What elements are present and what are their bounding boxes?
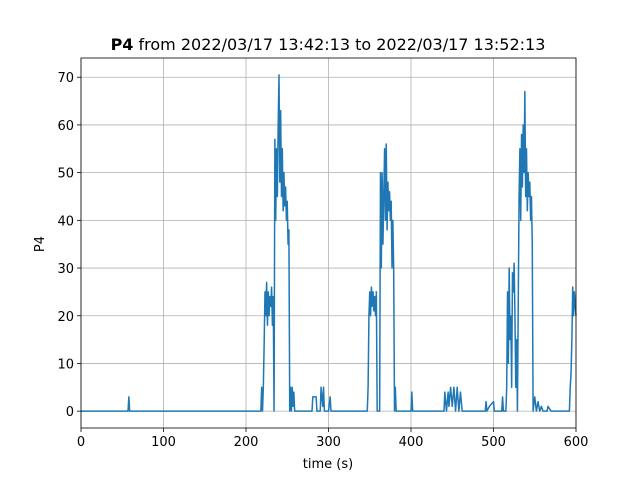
x-tick-label: 200 [234,435,259,450]
x-tick-label: 100 [151,435,176,450]
y-tick-label: 30 [57,262,74,277]
chart-title: P4 from 2022/03/17 13:42:13 to 2022/03/1… [111,35,546,54]
y-tick-label: 10 [57,357,74,372]
title-rest: from 2022/03/17 13:42:13 to 2022/03/17 1… [139,35,546,54]
y-axis-label: P4 [33,236,48,252]
x-tick-label: 500 [481,435,506,450]
y-tick-label: 20 [57,310,74,325]
x-tick-label: 600 [564,435,589,450]
x-tick-label: 0 [77,435,85,450]
x-tick-label: 400 [399,435,424,450]
y-tick-label: 40 [57,214,74,229]
plot-frame [80,57,577,429]
y-tick-label: 0 [66,405,74,420]
data-line [81,74,577,412]
y-tick-label: 60 [57,119,74,134]
y-tick-label: 50 [57,167,74,182]
x-axis-label: time (s) [303,457,353,472]
y-tick-label: 70 [57,71,74,86]
x-tick-label: 300 [316,435,341,450]
title-bold: P4 [111,35,134,54]
